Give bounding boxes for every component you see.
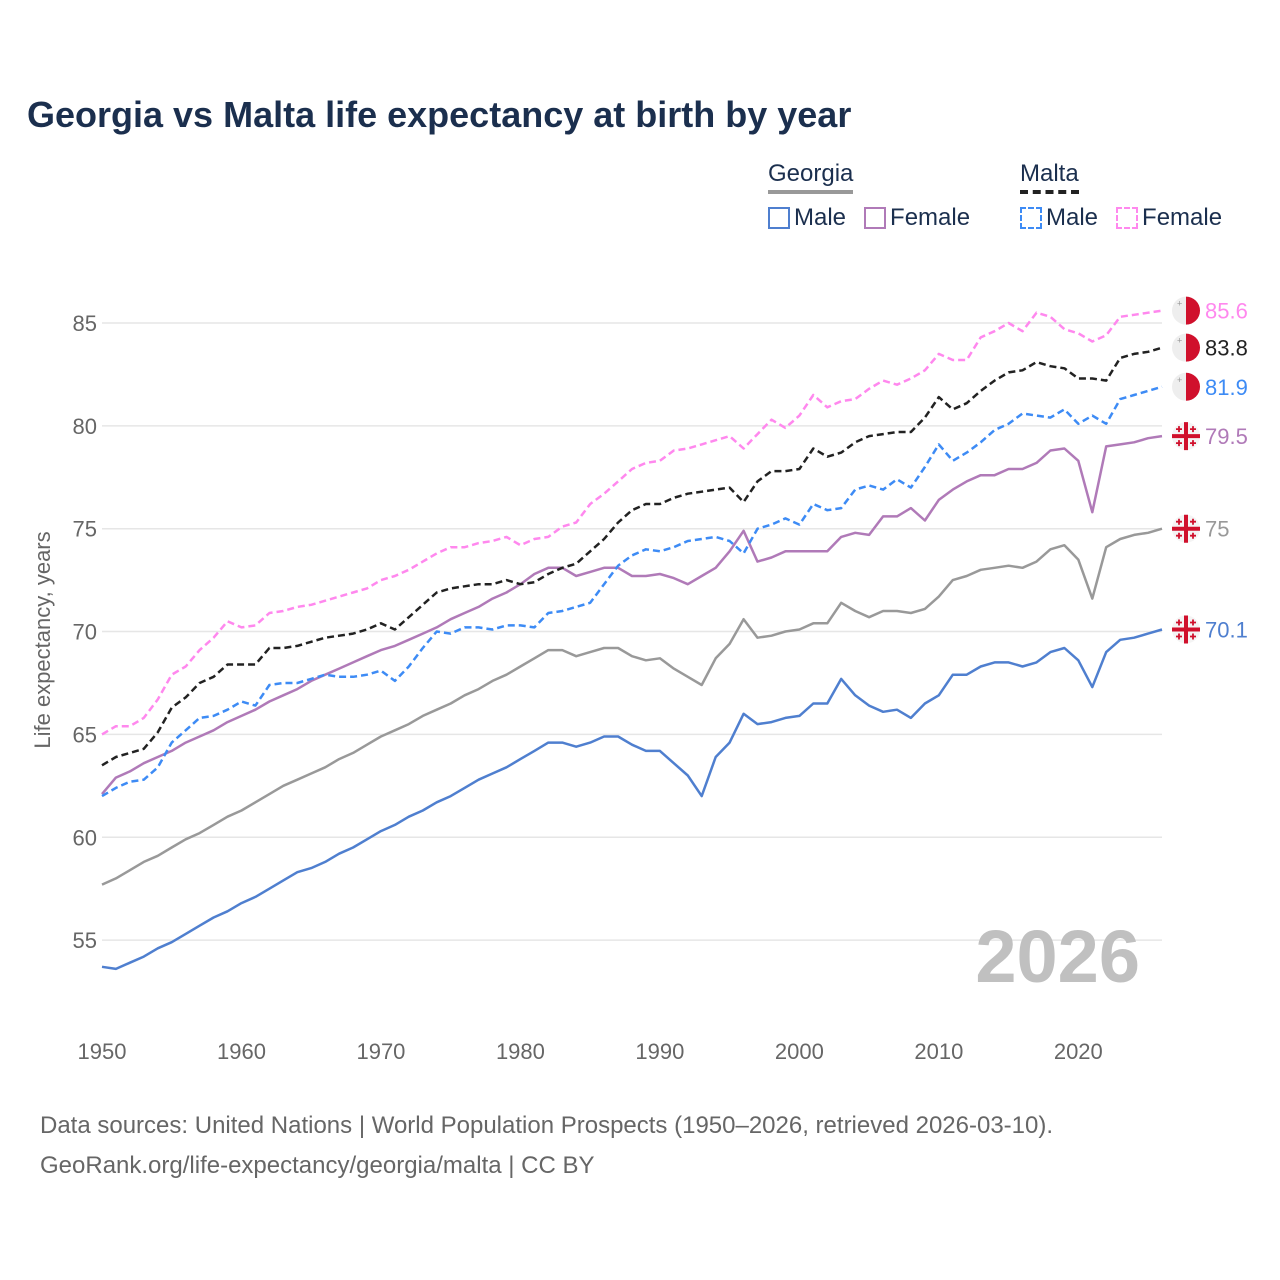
y-tick-label: 60 (73, 825, 97, 850)
x-tick-label: 2010 (914, 1039, 963, 1064)
legend-item-georgia-female[interactable]: Female (864, 204, 970, 232)
georgia-flag-small-cross (1190, 619, 1196, 626)
georgia-flag-small-cross (1176, 440, 1182, 447)
georgia-flag-small-cross (1176, 518, 1182, 525)
y-tick-label: 80 (73, 414, 97, 439)
legend-swatch (864, 207, 887, 229)
malta-flag-red-half (1186, 333, 1200, 362)
y-tick-label: 85 (73, 311, 97, 336)
georgia-flag-cross (1172, 514, 1200, 543)
end-value-label: 70.1 (1205, 617, 1248, 642)
legend-swatch (1116, 207, 1139, 229)
x-tick-label: 1950 (78, 1039, 127, 1064)
legend-label: Male (1046, 204, 1099, 231)
footer-sources: Data sources: United Nations | World Pop… (40, 1112, 1054, 1139)
georgia-flag-small-cross (1176, 619, 1182, 626)
series-line-georgia (101, 527, 1163, 886)
malta-flag-cross: + (1177, 336, 1182, 346)
x-tick-label: 1960 (217, 1039, 266, 1064)
x-tick-label: 2020 (1054, 1039, 1103, 1064)
x-tick-label: 2000 (775, 1039, 824, 1064)
georgia-flag-small-cross (1176, 532, 1182, 539)
legend-label: Female (1142, 204, 1223, 231)
georgia-flag-cross (1172, 615, 1200, 644)
malta-flag-cross: + (1177, 375, 1182, 385)
georgia-flag-small-cross (1190, 440, 1196, 447)
y-axis-label: Life expectancy, years (30, 531, 55, 748)
year-watermark: 2026 (975, 915, 1140, 998)
footer-link[interactable]: GeoRank.org/life-expectancy/georgia/malt… (40, 1152, 595, 1179)
legend-label: Male (794, 204, 847, 231)
georgia-flag-small-cross (1190, 426, 1196, 433)
series-line-georgia-male (101, 628, 1163, 971)
chart-title: Georgia vs Malta life expectancy at birt… (27, 94, 852, 135)
legend-swatch (768, 207, 790, 229)
y-tick-label: 65 (73, 722, 97, 747)
end-value-label: 83.8 (1205, 336, 1248, 361)
series-line-malta-male (101, 385, 1163, 798)
malta-flag-cross: + (1177, 299, 1182, 309)
footer: Data sources: United Nations | World Pop… (40, 1106, 1053, 1186)
series-line-malta-female (101, 309, 1163, 736)
legend-swatch (1020, 207, 1042, 229)
legend-item-malta-male[interactable]: Male (1020, 204, 1098, 232)
legend-group-georgia: Georgia Male Female (768, 160, 970, 232)
x-tick-label: 1980 (496, 1039, 545, 1064)
georgia-flag-small-cross (1190, 633, 1196, 640)
end-value-label: 79.5 (1205, 424, 1248, 449)
series-line-malta (101, 346, 1163, 767)
georgia-flag-small-cross (1190, 518, 1196, 525)
malta-flag-red-half (1186, 296, 1200, 325)
x-tick-label: 1990 (635, 1039, 684, 1064)
legend-item-georgia-male[interactable]: Male (768, 204, 846, 232)
series-line-georgia-female (101, 434, 1163, 795)
legend-header-malta: Malta (1020, 160, 1079, 194)
end-value-label: 75 (1205, 517, 1229, 542)
x-tick-label: 1970 (356, 1039, 405, 1064)
end-value-label: 85.6 (1205, 299, 1248, 324)
legend-group-malta: Malta Male Female (1020, 160, 1222, 232)
y-tick-label: 55 (73, 928, 97, 953)
georgia-flag-cross (1172, 422, 1200, 451)
legend-label: Female (890, 204, 971, 231)
y-tick-label: 75 (73, 517, 97, 542)
y-tick-label: 70 (73, 620, 97, 645)
legend-item-malta-female[interactable]: Female (1116, 204, 1222, 232)
legend-header-georgia: Georgia (768, 160, 854, 194)
georgia-flag-small-cross (1190, 532, 1196, 539)
end-value-label: 81.9 (1205, 375, 1248, 400)
georgia-flag-small-cross (1176, 426, 1182, 433)
malta-flag-red-half (1186, 372, 1200, 401)
georgia-flag-small-cross (1176, 633, 1182, 640)
